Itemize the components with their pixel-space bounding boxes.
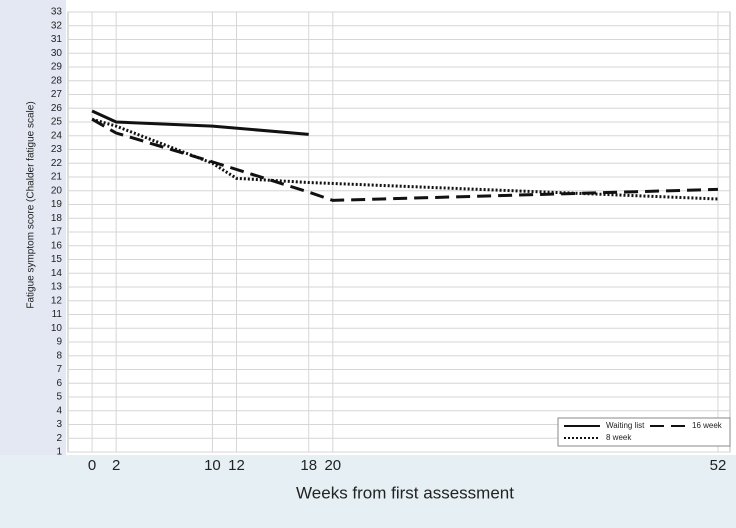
- y-tick-label: 11: [52, 309, 63, 320]
- x-tick-label: 12: [228, 457, 245, 474]
- y-tick-label: 28: [51, 75, 63, 86]
- y-tick-label: 8: [56, 350, 62, 361]
- y-tick-label: 16: [51, 240, 63, 251]
- y-tick-label: 15: [51, 254, 63, 265]
- y-tick-label: 25: [51, 117, 63, 128]
- y-tick-label: 3: [56, 419, 62, 430]
- y-tick-label: 18: [51, 213, 63, 224]
- x-tick-label: 20: [324, 457, 341, 474]
- x-tick-label: 0: [88, 457, 96, 474]
- y-tick-label: 32: [51, 20, 63, 31]
- x-tick-label: 18: [300, 457, 317, 474]
- y-tick-label: 21: [51, 172, 63, 183]
- y-tick-label: 23: [51, 144, 63, 155]
- y-tick-label: 10: [51, 323, 63, 334]
- y-tick-label: 9: [56, 337, 62, 348]
- left-band: [0, 0, 66, 455]
- legend-box: [557, 417, 731, 447]
- y-tick-label: 22: [51, 158, 63, 169]
- y-tick-label: 1: [56, 447, 62, 458]
- y-tick-label: 31: [51, 34, 63, 45]
- series-line: [91, 117, 719, 201]
- y-tick-label: 7: [56, 364, 62, 375]
- x-tick-label: 10: [204, 457, 221, 474]
- y-tick-label: 14: [51, 268, 63, 279]
- legend-label: 16 week: [692, 421, 723, 430]
- y-tick-label: 29: [51, 62, 63, 73]
- y-tick-label: 6: [56, 378, 62, 389]
- bottom-band: [0, 455, 736, 528]
- y-tick-label: 13: [51, 282, 63, 293]
- x-tick-label: 52: [710, 457, 727, 474]
- y-tick-label: 12: [51, 295, 63, 306]
- y-tick-label: 24: [51, 130, 63, 141]
- y-tick-label: 27: [51, 89, 63, 100]
- y-tick-label: 2: [56, 433, 62, 444]
- y-tick-label: 19: [51, 199, 63, 210]
- y-tick-label: 5: [56, 392, 62, 403]
- x-tick-label: 2: [112, 457, 120, 474]
- legend-label: Waiting list: [606, 421, 645, 430]
- y-axis-label: Fatigue symptom score (Chalder fatigue s…: [26, 101, 37, 308]
- y-tick-label: 26: [51, 103, 63, 114]
- y-tick-label: 17: [51, 227, 63, 238]
- series-line: [91, 109, 309, 136]
- y-tick-label: 30: [51, 48, 63, 59]
- legend-label: 8 week: [606, 433, 632, 442]
- y-tick-label: 33: [51, 7, 63, 18]
- legend: Waiting list 16 week 8 week: [557, 417, 731, 447]
- y-tick-label: 4: [56, 405, 62, 416]
- x-axis-label: Weeks from first assessment: [296, 483, 514, 502]
- y-tick-label: 20: [51, 185, 63, 196]
- series-line: [91, 117, 719, 202]
